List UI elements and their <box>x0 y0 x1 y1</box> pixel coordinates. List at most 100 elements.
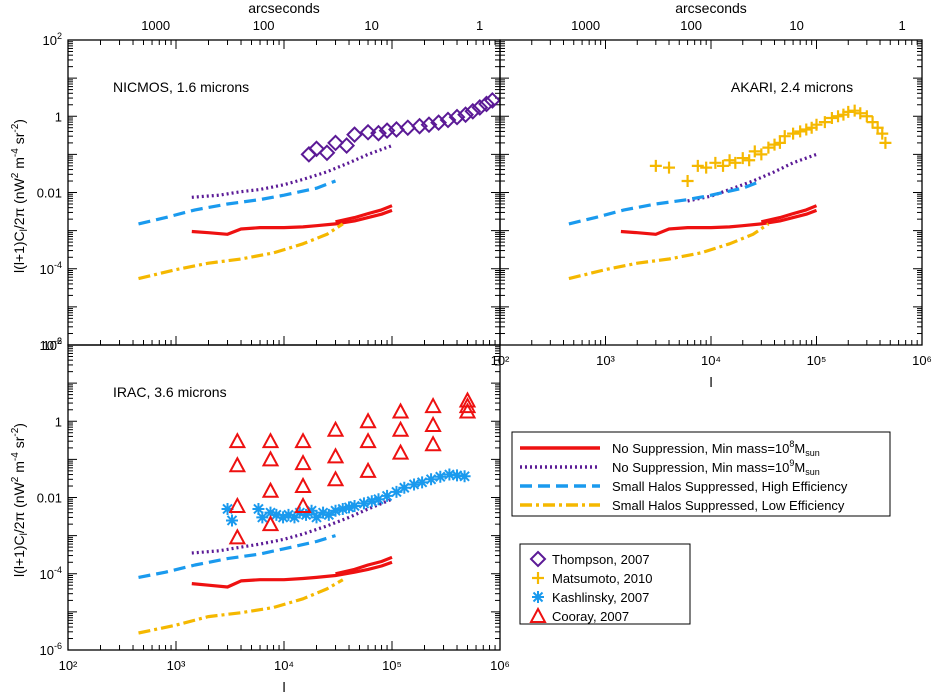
x-axis-label: l <box>282 679 285 695</box>
triangle-point <box>228 528 247 545</box>
plus-point <box>800 123 813 136</box>
series-line-1 <box>335 555 393 576</box>
triangle-point <box>391 420 410 437</box>
x-tick-label: 10³ <box>596 353 615 368</box>
diamond-point <box>478 95 495 113</box>
svg-text:l(l+1)Cl/2π (nW2 m-4 sr-2): l(l+1)Cl/2π (nW2 m-4 sr-2) <box>10 423 30 577</box>
asterisk-point <box>398 481 411 494</box>
asterisk-point <box>348 499 361 512</box>
diamond-point <box>359 123 377 141</box>
plus-point <box>723 154 736 167</box>
triangle-point <box>228 496 247 513</box>
plus-point <box>748 145 761 158</box>
y-tick-label: 10-4 <box>40 565 62 582</box>
y-axis-label-top: l(l+1)Cl/2π (nW2 m-4 sr-2) <box>10 119 30 273</box>
top-tick-label: 1 <box>899 18 906 33</box>
asterisk-point <box>425 473 438 486</box>
marker-legend: Thompson, 2007 Matsumoto, 2010 Kashlinsky,… <box>519 543 691 625</box>
top-tick-label: 1000 <box>141 18 170 33</box>
series-line-0 <box>191 560 393 589</box>
legend-line-label: Small Halos Suppressed, High Efficiency <box>612 479 848 494</box>
diamond-point <box>327 134 344 152</box>
diamond-point <box>346 126 363 144</box>
top-tick-label: 100 <box>253 18 275 33</box>
legend-marker-label: Kashlinsky, 2007 <box>552 590 649 605</box>
diamond-point <box>457 106 474 124</box>
legend-line-label: Small Halos Suppressed, Low Efficiency <box>612 498 845 513</box>
legend-marker-label: Cooray, 2007 <box>552 609 629 624</box>
legend-marker-label: Thompson, 2007 <box>552 552 650 567</box>
panels: 102 1 0.01 10-4 10-6 1000 100 10 1 arcseconds NICM… <box>37 0 932 695</box>
asterisk-point <box>390 485 403 498</box>
asterisk-point <box>300 508 313 521</box>
series-line-2 <box>191 497 393 555</box>
triangle-point <box>261 432 280 449</box>
series-line-0 <box>191 208 393 236</box>
x-tick-label: 10⁵ <box>807 353 827 368</box>
diamond-point <box>464 102 482 120</box>
top-axis-label: arcseconds <box>675 0 747 16</box>
y-tick-label: 0.01 <box>37 491 62 506</box>
asterisk-point <box>365 495 378 508</box>
y-tick-label: 0.01 <box>37 186 62 201</box>
panel-title: IRAC, 3.6 microns <box>113 384 227 400</box>
asterisk-point <box>270 508 283 521</box>
series-line-1 <box>760 204 818 224</box>
legend-diamond-icon <box>529 550 547 568</box>
legend-asterisk-icon <box>532 591 544 603</box>
series-plus <box>649 104 892 188</box>
asterisk-point <box>305 504 318 517</box>
top-tick-label: 10 <box>789 18 803 33</box>
triangle-point <box>228 456 247 473</box>
plus-point <box>794 125 807 138</box>
asterisk-point <box>221 502 234 515</box>
plus-point <box>876 127 889 140</box>
diamond-point <box>448 108 466 126</box>
triangle-point <box>424 396 442 414</box>
series-line-3 <box>568 179 762 226</box>
panel-1: 102 1 0.01 10-4 10-6 1000 100 10 1 arcseconds NICM… <box>37 0 501 353</box>
top-tick-label: 1 <box>476 18 483 33</box>
plus-point <box>681 175 694 188</box>
plus-point <box>825 111 838 124</box>
diamond-point <box>430 114 448 132</box>
x-tick-label: 10⁶ <box>912 353 932 368</box>
legend-marker-label: Matsumoto, 2010 <box>552 571 652 586</box>
triangle-point <box>424 415 442 432</box>
asterisk-point <box>451 469 464 482</box>
asterisk-point <box>310 511 323 524</box>
asterisk-point <box>264 506 277 519</box>
asterisk-point <box>336 502 349 515</box>
plot-frame <box>499 39 923 346</box>
asterisk-point <box>317 506 330 519</box>
x-axis-label: l <box>709 374 712 390</box>
series-asterisk <box>221 468 471 527</box>
triangle-point <box>458 396 477 414</box>
y-tick-label: 10-4 <box>40 260 62 277</box>
top-tick-label: 100 <box>680 18 702 33</box>
triangle-point <box>359 412 377 429</box>
plus-point <box>691 159 704 172</box>
series-line-2 <box>191 144 393 199</box>
plus-point <box>743 154 756 167</box>
x-tick-label: 10² <box>59 658 78 673</box>
series-line-4 <box>138 578 344 635</box>
plus-point <box>879 136 892 149</box>
triangle-point <box>294 496 312 513</box>
plus-point <box>810 118 823 131</box>
legend-line-label: No Suppression, Min mass=108Msun <box>612 439 820 458</box>
plus-point <box>848 104 861 117</box>
plus-point <box>762 141 775 154</box>
asterisk-point <box>443 468 456 481</box>
asterisk-point <box>408 478 421 491</box>
plus-point <box>755 148 768 161</box>
asterisk-point <box>357 497 370 510</box>
series-line-4 <box>138 222 344 281</box>
x-tick-label: 10³ <box>167 658 186 673</box>
plus-point <box>729 156 742 169</box>
plus-point <box>773 136 786 149</box>
y-tick-label: 102 <box>43 31 62 48</box>
asterisk-point <box>381 489 394 502</box>
series-line-3 <box>138 534 336 579</box>
